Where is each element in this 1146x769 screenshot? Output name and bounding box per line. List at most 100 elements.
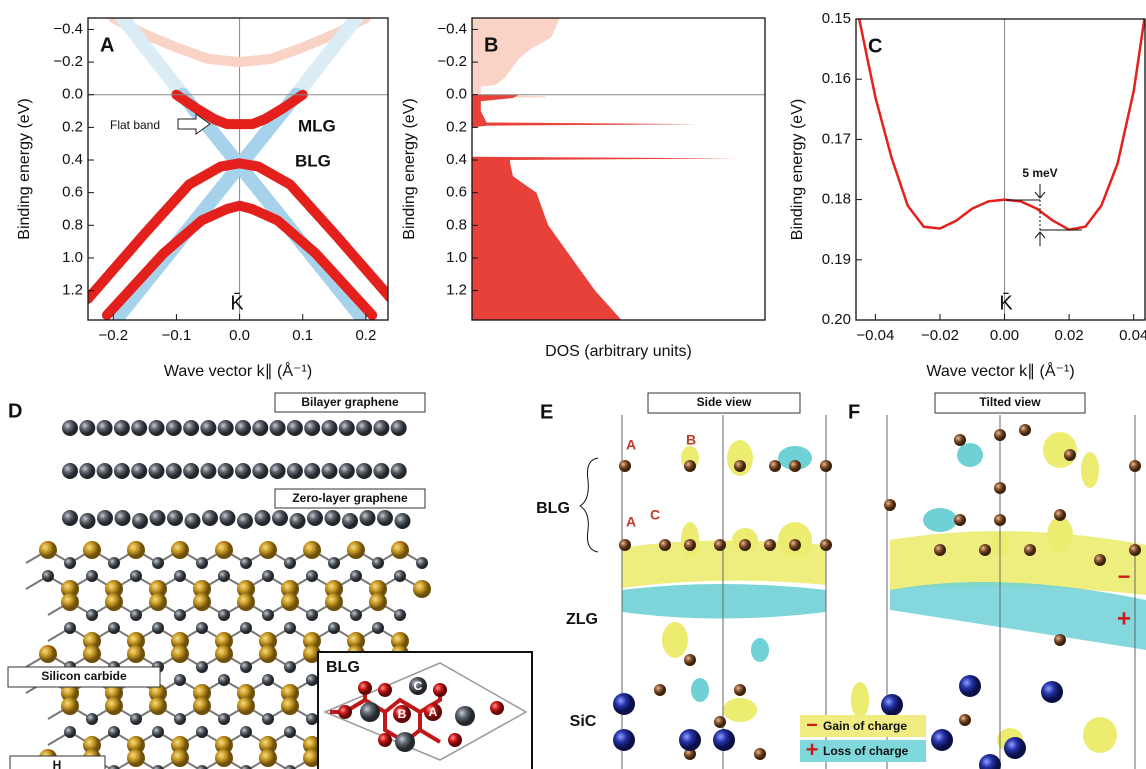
legend-label: MLG	[298, 116, 336, 135]
atom	[254, 510, 271, 526]
atom	[391, 541, 409, 559]
atom	[619, 539, 631, 551]
atom	[174, 609, 186, 621]
atom	[372, 622, 384, 634]
y-tick-label: 1.0	[62, 249, 83, 266]
atom	[281, 697, 299, 715]
atom	[328, 622, 340, 634]
charge-loss	[957, 443, 983, 467]
atom	[659, 539, 671, 551]
atom	[174, 570, 186, 582]
atom	[79, 420, 96, 436]
atom	[684, 654, 696, 666]
atom	[1054, 509, 1066, 521]
atom	[413, 580, 431, 598]
atom	[196, 765, 208, 769]
atom	[979, 754, 1001, 769]
label-box	[9, 755, 106, 769]
atom	[86, 713, 98, 725]
atom	[64, 726, 76, 738]
arrow	[177, 113, 211, 135]
atom	[281, 580, 299, 598]
atom	[131, 420, 148, 436]
atom	[714, 716, 726, 728]
x-tick-label: −0.02	[921, 327, 959, 344]
atom	[127, 632, 145, 650]
atom	[959, 675, 981, 697]
atom	[789, 539, 801, 551]
atom	[86, 609, 98, 621]
atom	[127, 749, 145, 767]
atom	[235, 420, 251, 436]
atom	[64, 622, 76, 634]
atom	[338, 420, 355, 436]
atom	[130, 713, 142, 725]
atom	[1094, 554, 1106, 566]
atom	[884, 499, 896, 511]
panel-label: B	[484, 34, 498, 56]
atom	[325, 593, 343, 611]
site-label: B	[398, 707, 407, 721]
atom	[881, 694, 903, 716]
atom	[132, 513, 148, 529]
charge-loss	[890, 582, 1146, 650]
atom	[979, 544, 991, 556]
atom	[654, 684, 666, 696]
atom	[284, 661, 296, 673]
atom	[304, 420, 321, 436]
charge-gain	[723, 698, 757, 722]
atom	[281, 684, 299, 702]
atom	[218, 609, 230, 621]
atom	[262, 609, 274, 621]
y-tick-label: 0.6	[446, 184, 467, 201]
atom	[1064, 449, 1076, 461]
atom	[152, 765, 164, 769]
atom	[149, 593, 167, 611]
atom	[1129, 544, 1141, 556]
atom	[284, 622, 296, 634]
legend-sign: −	[806, 714, 818, 736]
atom	[215, 736, 233, 754]
atom	[373, 420, 390, 436]
line-series	[112, 87, 367, 320]
atom	[83, 736, 101, 754]
line-series	[108, 18, 371, 68]
atom	[259, 632, 277, 650]
atom	[196, 661, 208, 673]
atom	[328, 557, 340, 569]
x-tick-label: 0.04	[1119, 327, 1146, 344]
y-tick-label: 1.2	[62, 282, 83, 299]
atom	[237, 513, 253, 529]
atom	[356, 463, 373, 479]
atom	[409, 677, 427, 695]
atom	[284, 765, 296, 769]
label-box	[7, 666, 161, 688]
panel-label: D	[8, 400, 22, 422]
y-tick-label: 0.18	[822, 191, 851, 208]
atom	[306, 609, 318, 621]
label-box	[934, 392, 1086, 414]
plot-area	[472, 18, 765, 320]
x-axis-label: Wave vector k∥ (Å⁻¹)	[164, 361, 312, 380]
atom	[61, 697, 79, 715]
site-label: A	[626, 437, 636, 453]
atom	[62, 463, 78, 479]
atom	[684, 460, 696, 472]
y-tick-label: 0.16	[822, 70, 851, 87]
charge-gain	[890, 531, 1146, 595]
atom	[390, 463, 407, 479]
atom	[237, 684, 255, 702]
legend-swatch	[800, 740, 926, 762]
charge-gain	[727, 440, 753, 476]
y-tick-label: 0.0	[446, 86, 467, 103]
y-axis-label: Binding energy (eV)	[789, 99, 806, 240]
annotation: 5 meV	[1022, 166, 1057, 180]
atom	[127, 736, 145, 754]
atom	[171, 632, 189, 650]
x-axis-label: Wave vector k∥ (Å⁻¹)	[926, 361, 1074, 380]
atom	[200, 463, 217, 479]
atom	[252, 420, 269, 436]
atom	[149, 697, 167, 715]
atom	[372, 557, 384, 569]
